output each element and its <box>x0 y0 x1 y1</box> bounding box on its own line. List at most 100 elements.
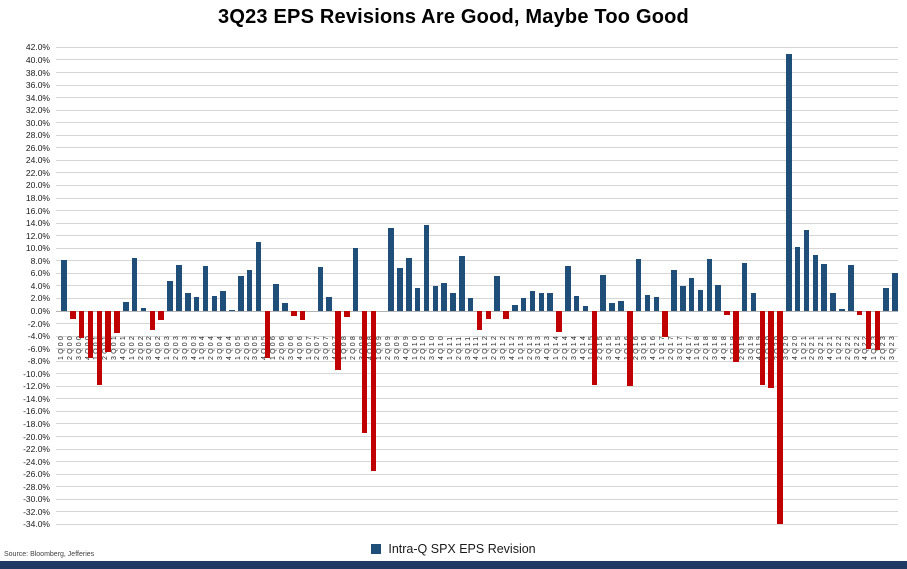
gridline <box>56 172 898 174</box>
bar <box>441 283 447 311</box>
gridline <box>56 72 898 73</box>
bar <box>123 301 129 311</box>
bar <box>715 285 721 311</box>
x-tick-label: 4Q18 <box>721 334 728 360</box>
y-tick-label: -32.0% <box>23 506 50 517</box>
gridline <box>56 247 898 249</box>
bar <box>494 275 500 311</box>
y-tick-label: 16.0% <box>25 205 50 216</box>
x-tick-label: 4Q10 <box>438 334 446 360</box>
x-tick-label: 1Q10 <box>411 334 419 360</box>
x-tick-label: 1Q22 <box>835 334 843 360</box>
bar <box>591 311 598 386</box>
x-tick-label: 3Q17 <box>676 334 684 360</box>
gridline <box>56 348 898 350</box>
bar <box>388 227 394 311</box>
gridline <box>56 335 898 337</box>
gridline <box>56 448 898 450</box>
bar <box>317 267 324 311</box>
gridline <box>56 297 898 299</box>
x-tick-label: 1Q03 <box>164 334 172 360</box>
y-tick-label: 32.0% <box>25 105 50 116</box>
bar <box>114 311 120 333</box>
y-tick-label: -30.0% <box>23 494 50 505</box>
bar <box>238 275 244 311</box>
gridline <box>56 235 898 237</box>
bar <box>635 258 642 311</box>
y-tick-label: -8.0% <box>27 356 50 367</box>
y-tick-label: 14.0% <box>25 218 50 229</box>
x-tick-label: 4Q03 <box>190 334 198 360</box>
bar <box>627 311 633 387</box>
bar <box>821 263 827 311</box>
x-tick-label: 2Q08 <box>349 334 357 360</box>
bar <box>335 311 341 370</box>
bar <box>856 311 863 315</box>
y-tick-label: 18.0% <box>25 193 50 204</box>
x-tick-label: 2Q23 <box>880 334 888 360</box>
bar <box>865 311 872 349</box>
bar <box>176 265 182 311</box>
x-tick-label: 4Q01 <box>119 334 127 360</box>
bar <box>397 268 403 311</box>
bar <box>688 277 695 311</box>
x-tick-label: 1Q18 <box>694 334 702 360</box>
x-tick-label: 2Q22 <box>844 334 852 360</box>
x-tick-label: 4Q02 <box>155 334 163 360</box>
gridline <box>56 410 898 412</box>
x-tick-label: 1Q08 <box>340 334 348 360</box>
y-tick-label: -28.0% <box>23 481 50 492</box>
gridline <box>56 59 898 61</box>
bar <box>883 288 889 311</box>
y-tick-label: 34.0% <box>25 92 50 103</box>
legend-swatch-icon <box>371 544 382 554</box>
x-tick-label: 2Q14 <box>561 334 569 360</box>
bar <box>662 311 668 337</box>
bar <box>724 311 730 315</box>
y-tick-label: -12.0% <box>23 381 50 392</box>
x-tick-label: 3Q12 <box>500 334 507 360</box>
bar <box>653 297 660 311</box>
gridline <box>56 159 898 161</box>
y-tick-label: 30.0% <box>25 117 50 128</box>
bar <box>158 311 164 320</box>
x-tick-label: 2Q19 <box>738 334 746 360</box>
bar <box>264 311 271 359</box>
x-tick-label: 3Q18 <box>712 334 720 360</box>
gridline <box>56 97 898 99</box>
x-tick-label: 3Q19 <box>747 334 755 360</box>
y-tick-label: 0.0% <box>30 306 50 316</box>
x-tick-label: 3Q20 <box>782 334 790 360</box>
gridline <box>56 272 898 274</box>
gridline <box>56 134 898 136</box>
gridline <box>56 122 898 124</box>
y-tick-label: 38.0% <box>25 67 50 78</box>
bar <box>326 297 332 311</box>
x-tick-label: 4Q12 <box>508 334 516 360</box>
x-tick-label: 3Q16 <box>641 334 649 360</box>
bar <box>582 305 589 311</box>
y-tick-label: 24.0% <box>25 155 50 166</box>
x-tick-label: 2Q21 <box>809 334 817 360</box>
bar <box>565 265 571 311</box>
y-tick-label: -26.0% <box>23 469 50 480</box>
x-tick-label: 2Q12 <box>491 334 499 360</box>
gridline <box>56 210 898 212</box>
x-tick-label: 4Q17 <box>685 334 693 360</box>
x-tick-label: 4Q09 <box>402 334 410 360</box>
y-tick-label: -6.0% <box>27 343 50 354</box>
bar <box>273 284 279 311</box>
bar <box>759 311 766 386</box>
gridline <box>56 373 898 375</box>
y-tick-label: 4.0% <box>30 280 50 291</box>
bar <box>361 311 368 434</box>
legend-label: Intra-Q SPX EPS Revision <box>388 542 536 556</box>
x-tick-label: 1Q07 <box>305 334 313 360</box>
x-tick-label: 2Q09 <box>385 334 393 360</box>
x-tick-label: 2Q13 <box>526 334 534 360</box>
x-tick-label: 3Q03 <box>181 334 189 360</box>
gridline <box>56 147 898 149</box>
gridline <box>56 486 898 488</box>
x-tick-label: 3Q10 <box>429 334 437 360</box>
